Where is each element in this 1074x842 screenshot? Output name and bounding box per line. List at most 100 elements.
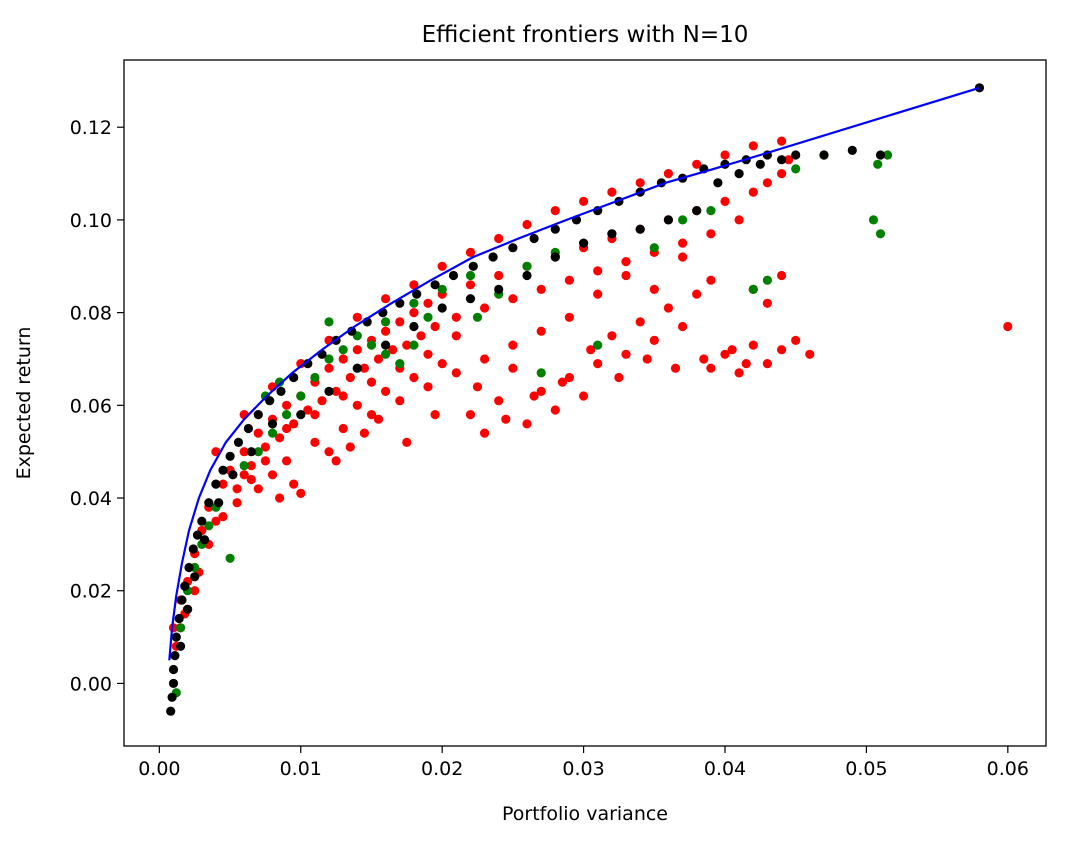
red-point	[699, 354, 709, 364]
x-axis: 0.00 0.01 0.02 0.03 0.04 0.05 0.06	[138, 746, 1029, 780]
green-point	[522, 261, 532, 271]
red-point	[338, 423, 348, 434]
red-point	[465, 410, 476, 420]
black-point	[225, 451, 235, 461]
red-point	[607, 187, 617, 197]
red-point	[1003, 321, 1013, 332]
red-point	[239, 447, 249, 457]
green-point	[267, 428, 278, 438]
red-point	[423, 382, 433, 392]
red-point	[423, 349, 433, 359]
green-point	[409, 340, 419, 350]
black-point	[296, 410, 306, 420]
black-point	[409, 321, 419, 332]
red-point	[451, 368, 461, 378]
red-point	[260, 456, 270, 466]
green-point	[748, 284, 758, 294]
black-point	[177, 595, 187, 605]
black-point	[211, 479, 221, 489]
green-point	[536, 368, 546, 378]
red-point	[310, 410, 320, 420]
red-point	[663, 169, 674, 179]
green-point	[225, 553, 235, 563]
black-point	[734, 169, 744, 179]
red-point	[430, 410, 440, 420]
y-tick-label: 0.02	[70, 581, 112, 603]
red-point	[805, 349, 815, 359]
x-tick-label: 0.06	[987, 758, 1029, 780]
red-point	[508, 340, 518, 350]
red-point	[748, 187, 758, 197]
red-point	[649, 284, 659, 294]
red-point	[536, 284, 546, 294]
green-point	[338, 345, 348, 355]
red-point	[282, 423, 292, 434]
red-point	[381, 386, 391, 396]
black-point	[233, 437, 244, 447]
y-tick-label: 0.12	[70, 117, 112, 139]
red-point	[692, 159, 702, 169]
black-point	[755, 159, 765, 169]
red-point	[649, 335, 659, 345]
red-point	[296, 359, 306, 369]
y-tick-label: 0.04	[70, 488, 112, 510]
red-point	[579, 391, 589, 401]
black-point	[214, 498, 224, 508]
x-tick-label: 0.00	[138, 758, 180, 780]
efficient-frontier-line	[168, 86, 980, 661]
red-point	[352, 400, 362, 410]
red-point	[218, 479, 228, 489]
black-point	[200, 535, 210, 545]
red-point	[536, 386, 546, 396]
red-point	[366, 410, 377, 420]
red-point	[437, 261, 447, 271]
red-point	[275, 433, 285, 443]
red-point	[748, 340, 758, 350]
red-point	[720, 196, 730, 206]
y-tick-label: 0.10	[70, 210, 112, 232]
green-point	[296, 391, 306, 401]
red-point	[218, 511, 228, 522]
red-point	[593, 266, 603, 276]
green-point	[762, 275, 773, 285]
red-point	[232, 498, 242, 508]
red-point	[345, 442, 355, 452]
black-point	[529, 233, 539, 244]
green-point	[381, 317, 391, 327]
red-point	[777, 136, 787, 146]
black-point	[166, 706, 176, 716]
black-point	[188, 544, 198, 554]
red-point	[395, 396, 405, 406]
black-point	[579, 238, 589, 248]
y-axis-label: Expected return	[13, 327, 35, 480]
black-point	[352, 363, 362, 373]
red-point	[593, 359, 603, 369]
red-point	[345, 372, 355, 383]
red-point	[564, 312, 575, 322]
red-point	[465, 280, 476, 290]
red-point	[388, 345, 398, 355]
red-point	[607, 331, 617, 341]
red-point	[494, 270, 504, 281]
black-point	[171, 632, 181, 642]
black-point	[847, 145, 857, 155]
plot-area	[166, 83, 1013, 716]
red-point	[706, 275, 716, 285]
green-point	[873, 159, 883, 169]
y-tick-label: 0.06	[70, 395, 112, 417]
y-tick-label: 0.08	[70, 303, 112, 325]
red-point	[465, 247, 476, 257]
red-point	[777, 345, 787, 355]
x-axis-label: Portfolio variance	[502, 803, 668, 825]
black-point	[184, 562, 194, 573]
red-point	[352, 345, 362, 355]
red-point	[734, 368, 744, 378]
black-point	[494, 284, 504, 294]
green-point	[437, 284, 447, 294]
black-point	[550, 252, 560, 262]
red-point	[593, 289, 603, 299]
green-point	[275, 377, 285, 387]
red-point	[579, 196, 589, 206]
black-point	[197, 516, 207, 526]
green-point	[791, 164, 801, 174]
